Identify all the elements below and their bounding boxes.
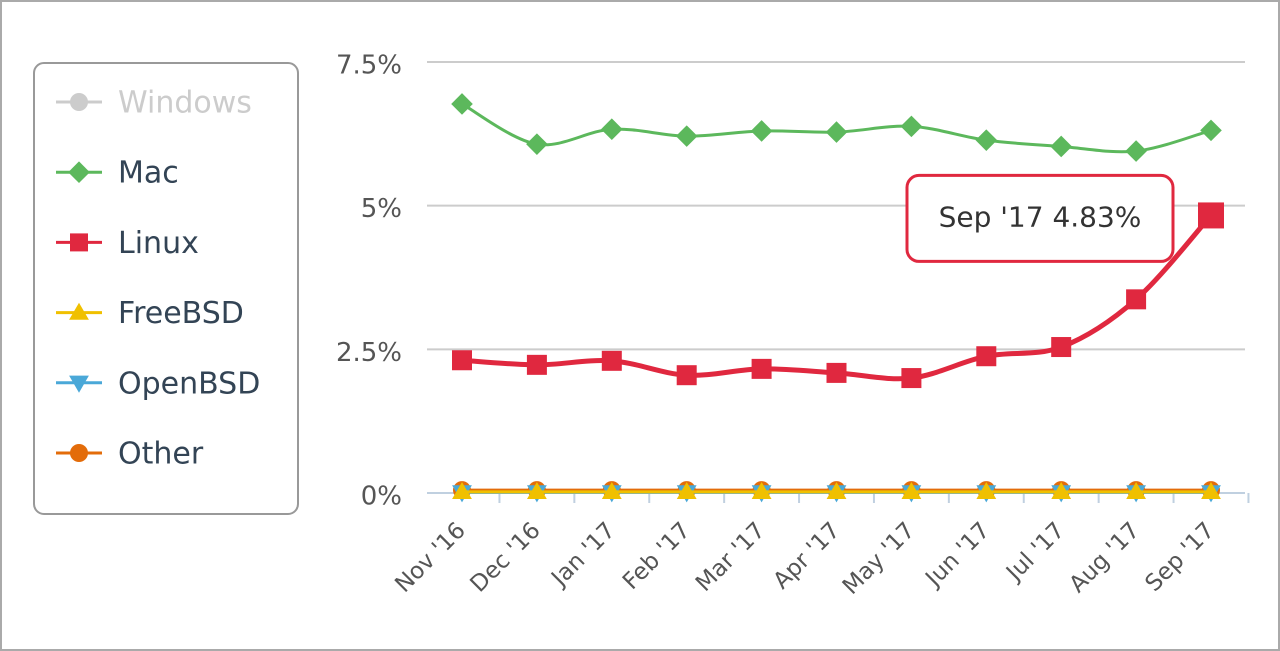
y-tick-label: 5%	[361, 194, 402, 224]
marker	[69, 302, 89, 320]
y-tick-label: 0%	[361, 482, 402, 512]
marker	[68, 161, 90, 183]
legend-item[interactable]: FreeBSD	[56, 296, 244, 331]
legend-label: Linux	[118, 226, 199, 261]
marker	[901, 481, 922, 500]
marker	[825, 121, 848, 143]
marker	[1051, 337, 1072, 358]
marker	[526, 133, 548, 155]
marker	[975, 129, 998, 151]
marker	[601, 481, 622, 500]
marker	[676, 481, 697, 500]
marker	[601, 118, 623, 141]
marker	[527, 481, 547, 500]
marker	[750, 120, 773, 142]
marker	[601, 350, 622, 371]
marker	[1200, 119, 1222, 142]
legend-label: OpenBSD	[118, 366, 260, 401]
marker	[826, 362, 847, 383]
marker	[1201, 481, 1221, 500]
y-tick-label: 7.5%	[336, 51, 402, 81]
y-tick-label: 2.5%	[336, 338, 402, 368]
marker	[1126, 289, 1147, 310]
marker	[69, 375, 89, 393]
marker	[70, 93, 88, 111]
marker	[1126, 481, 1146, 500]
legend-label: Mac	[118, 156, 179, 191]
legend-label: Other	[118, 437, 204, 472]
legend-label: Windows	[118, 86, 252, 121]
legend-box	[33, 62, 299, 515]
marker	[976, 481, 997, 500]
legend-item[interactable]: Mac	[56, 156, 179, 191]
tooltip-box	[905, 173, 1175, 263]
marker	[826, 481, 847, 500]
marker	[1198, 202, 1224, 229]
marker	[751, 358, 772, 379]
marker	[976, 346, 997, 367]
tooltip-label: Sep '17 4.83%	[939, 200, 1142, 233]
marker	[1051, 481, 1072, 500]
marker	[70, 233, 88, 252]
marker	[452, 350, 472, 371]
marker	[675, 125, 698, 147]
legend-item[interactable]: Windows	[56, 86, 252, 121]
marker	[676, 365, 697, 386]
marker	[1125, 140, 1147, 162]
marker	[70, 444, 88, 462]
legend-item[interactable]: Other	[56, 437, 204, 472]
legend-label: FreeBSD	[118, 296, 244, 331]
legend-item[interactable]: Linux	[56, 226, 199, 261]
marker	[901, 368, 922, 389]
marker	[751, 481, 772, 500]
marker	[452, 481, 472, 500]
marker	[526, 354, 547, 375]
marker	[451, 93, 473, 115]
marker	[900, 115, 923, 138]
marker	[1050, 135, 1072, 158]
